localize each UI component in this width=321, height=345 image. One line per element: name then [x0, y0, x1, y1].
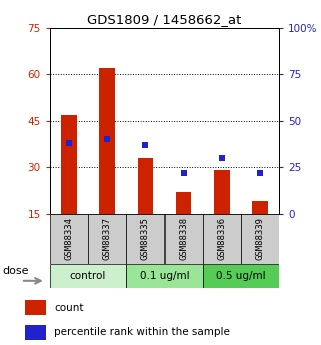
- Bar: [50, 214, 88, 264]
- Title: GDS1809 / 1458662_at: GDS1809 / 1458662_at: [87, 13, 242, 27]
- Bar: [100, 68, 115, 214]
- Bar: [203, 264, 279, 288]
- Text: count: count: [55, 303, 84, 313]
- Bar: [25, 300, 46, 315]
- Text: GSM88337: GSM88337: [103, 217, 112, 260]
- Text: 0.5 ug/ml: 0.5 ug/ml: [216, 271, 266, 281]
- Bar: [176, 192, 191, 214]
- Text: GSM88336: GSM88336: [217, 217, 226, 260]
- Bar: [241, 214, 279, 264]
- Bar: [25, 325, 46, 339]
- Bar: [138, 158, 153, 214]
- Bar: [214, 170, 230, 214]
- Bar: [203, 214, 241, 264]
- Bar: [50, 264, 126, 288]
- Text: GSM88339: GSM88339: [256, 217, 265, 260]
- Text: 0.1 ug/ml: 0.1 ug/ml: [140, 271, 189, 281]
- Bar: [61, 115, 76, 214]
- Bar: [126, 264, 203, 288]
- Bar: [165, 214, 203, 264]
- Text: control: control: [70, 271, 106, 281]
- Text: GSM88335: GSM88335: [141, 217, 150, 260]
- Bar: [126, 214, 164, 264]
- Bar: [253, 201, 268, 214]
- Text: GSM88334: GSM88334: [65, 217, 74, 260]
- Text: percentile rank within the sample: percentile rank within the sample: [55, 327, 230, 337]
- Bar: [88, 214, 126, 264]
- Text: dose: dose: [3, 266, 29, 276]
- Text: GSM88338: GSM88338: [179, 217, 188, 260]
